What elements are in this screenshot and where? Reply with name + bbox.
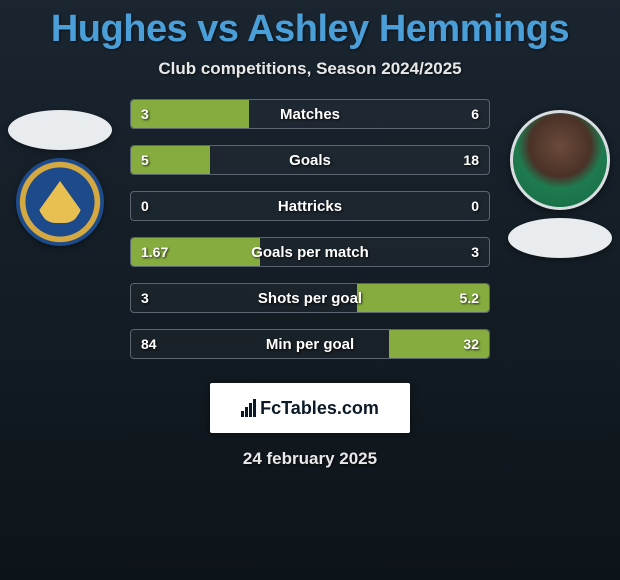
stat-label: Goals per match — [131, 238, 489, 266]
stats-bars: 36Matches 518Goals 00Hattricks 1.673Goals p… — [130, 99, 490, 359]
stat-row: 35.2Shots per goal — [130, 283, 490, 313]
stat-row: 1.673Goals per match — [130, 237, 490, 267]
stat-row: 36Matches — [130, 99, 490, 129]
brand-text: FcTables.com — [260, 398, 379, 419]
stat-row: 00Hattricks — [130, 191, 490, 221]
footer-date: 24 february 2025 — [0, 449, 620, 469]
stat-label: Goals — [131, 146, 489, 174]
page-subtitle: Club competitions, Season 2024/2025 — [0, 59, 620, 79]
stat-label: Min per goal — [131, 330, 489, 358]
page-title: Hughes vs Ashley Hemmings — [0, 8, 620, 51]
stat-label: Matches — [131, 100, 489, 128]
stats-container: 36Matches 518Goals 00Hattricks 1.673Goals p… — [0, 99, 620, 359]
brand-badge: FcTables.com — [210, 383, 410, 433]
stat-label: Hattricks — [131, 192, 489, 220]
stat-label: Shots per goal — [131, 284, 489, 312]
stat-row: 518Goals — [130, 145, 490, 175]
stat-row: 8432Min per goal — [130, 329, 490, 359]
brand-chart-icon — [241, 399, 256, 417]
